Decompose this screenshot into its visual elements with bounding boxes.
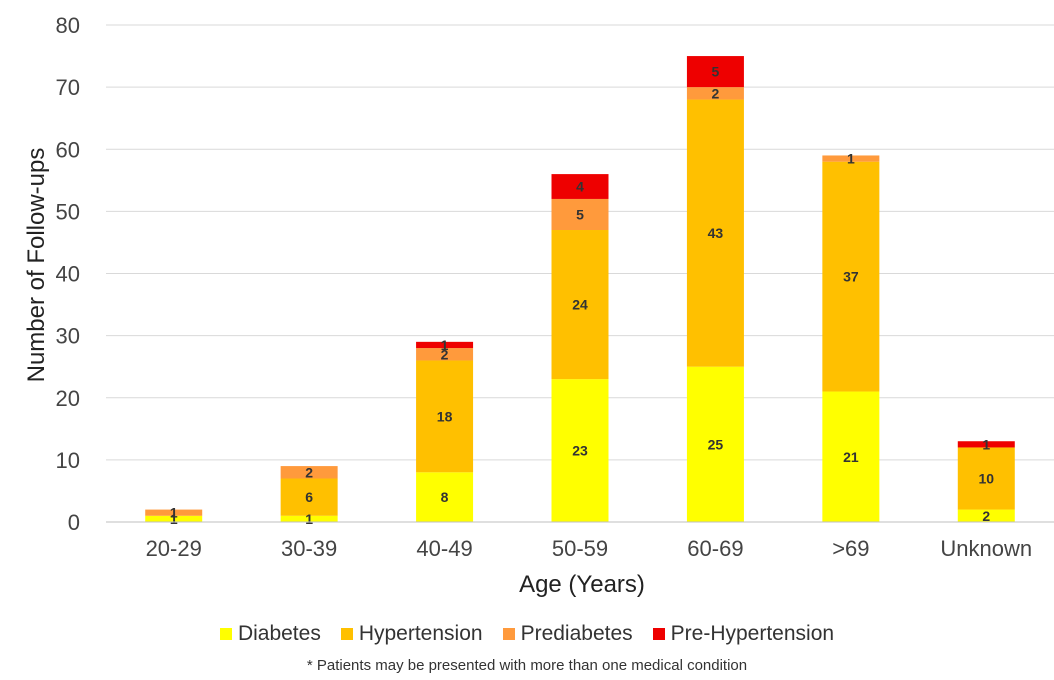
y-axis-ticks: 0 10 20 30 40 50 60 70 80: [56, 13, 80, 535]
legend: Diabetes Hypertension Prediabetes Pre-Hyper…: [0, 622, 1054, 646]
data-label: 10: [978, 471, 994, 487]
y-tick-label: 50: [56, 199, 80, 224]
bar-segment: [822, 161, 880, 392]
bar-segment: [822, 391, 880, 522]
data-label: 18: [437, 408, 453, 424]
y-axis-title: Number of Follow-ups: [23, 148, 50, 383]
data-label: 2: [982, 508, 990, 524]
data-label: 21: [843, 449, 859, 465]
bar-segment: [280, 515, 338, 522]
bar-segment: [416, 341, 474, 349]
x-tick-label: 20-29: [146, 536, 202, 561]
x-tick-label: 50-59: [552, 536, 608, 561]
data-label: 23: [572, 443, 588, 459]
data-label: 1: [847, 151, 855, 167]
y-tick-label: 30: [56, 324, 80, 349]
data-label: 1: [305, 511, 313, 527]
data-label: 4: [576, 179, 584, 195]
bar-segment: [551, 198, 609, 231]
data-label: 5: [576, 206, 584, 222]
bar-segment: [551, 379, 609, 522]
data-label: 24: [572, 297, 588, 313]
legend-swatch: [652, 628, 665, 640]
legend-swatch: [340, 628, 353, 640]
bar-segment: [957, 441, 1015, 448]
bar-segment: [686, 99, 744, 367]
x-tick-label: 40-49: [416, 536, 472, 561]
legend-item: Diabetes: [219, 622, 321, 646]
x-tick-label: 30-39: [281, 536, 337, 561]
data-label: 1: [441, 337, 449, 353]
bar-segment: [957, 447, 1015, 510]
x-axis-ticks: 20-29 30-39 40-49 50-59 60-69 >69 Unknown: [146, 536, 1033, 561]
data-label: 37: [843, 269, 859, 285]
legend-swatch: [219, 628, 232, 640]
y-tick-label: 70: [56, 75, 80, 100]
legend-item: Hypertension: [340, 622, 483, 646]
bar-segment: [686, 87, 744, 100]
footnote: * Patients may be presented with more th…: [306, 657, 748, 674]
x-tick-label: >69: [832, 536, 869, 561]
bar-segment: [280, 478, 338, 516]
y-tick-label: 20: [56, 386, 80, 411]
data-label: 25: [708, 436, 724, 452]
data-label: 6: [305, 489, 313, 505]
y-tick-label: 10: [56, 448, 80, 473]
data-label: 43: [708, 225, 724, 241]
bar-segment: [686, 366, 744, 522]
bar-segment: [145, 515, 203, 522]
bar-segment: [416, 360, 474, 473]
bar-segment: [416, 348, 474, 361]
bars: [145, 56, 1015, 522]
y-tick-label: 80: [56, 13, 80, 38]
data-label: 2: [305, 464, 313, 480]
bar-segment: [416, 472, 474, 522]
legend-swatch: [502, 628, 515, 640]
bar-segment: [822, 155, 880, 162]
y-tick-label: 0: [68, 510, 80, 535]
bar-segment: [551, 230, 609, 380]
x-tick-label: 60-69: [687, 536, 743, 561]
bar-segment: [686, 56, 744, 88]
legend-label: Prediabetes: [520, 622, 633, 645]
data-label: 1: [982, 436, 990, 452]
data-label: 2: [712, 85, 720, 101]
legend-label: Hypertension: [358, 622, 483, 645]
data-label: 1: [170, 511, 178, 527]
y-tick-label: 40: [56, 262, 80, 287]
data-label: 8: [441, 489, 449, 505]
data-label: 5: [712, 64, 720, 80]
y-tick-label: 60: [56, 137, 80, 162]
legend-item: Pre-Hypertension: [652, 622, 835, 646]
x-tick-label: Unknown: [940, 536, 1032, 561]
legend-label: Diabetes: [237, 622, 321, 645]
bar-segment: [145, 509, 203, 516]
legend-item: Prediabetes: [502, 622, 633, 646]
legend-label: Pre-Hypertension: [670, 622, 835, 645]
data-label: 2: [441, 346, 449, 362]
bar-segment: [551, 174, 609, 199]
bar-segment: [280, 466, 338, 479]
data-label: 1: [170, 505, 178, 521]
bar-segment: [957, 509, 1015, 522]
x-axis-title: Age (Years): [519, 571, 645, 598]
